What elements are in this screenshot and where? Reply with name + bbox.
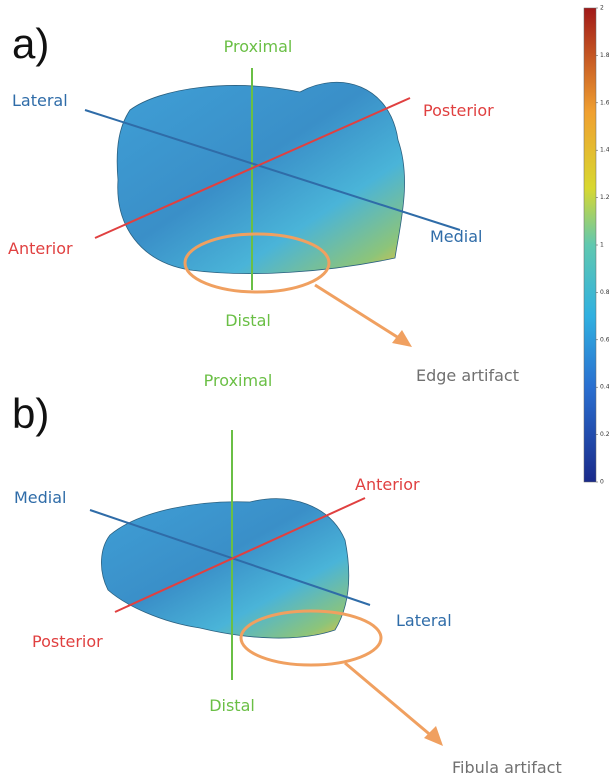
arrow xyxy=(315,285,402,340)
colorbar-tick-label: 0 xyxy=(600,479,604,486)
axis-label: Lateral xyxy=(12,91,68,110)
axis-label: Distal xyxy=(209,696,255,715)
bone-mesh xyxy=(101,499,348,638)
arrow xyxy=(345,663,434,738)
axis-label: Posterior xyxy=(423,101,494,120)
arrow-head xyxy=(424,726,443,746)
axis-label: Medial xyxy=(430,227,483,246)
figure: a) Proximal Distal Lateral Medial Anteri… xyxy=(0,0,609,779)
colorbar-tick-label: 1.6 xyxy=(600,99,609,106)
axis-label: Distal xyxy=(225,311,271,330)
annotation: Edge artifact xyxy=(416,366,519,385)
colorbar-tick-label: 0.4 xyxy=(600,384,609,391)
bone-mesh xyxy=(117,82,404,273)
arrow-head xyxy=(392,330,412,347)
colorbar-tick-label: 2 xyxy=(600,5,604,12)
axis-label: Anterior xyxy=(355,475,420,494)
colorbar-tick-label: 0.2 xyxy=(600,431,609,438)
axis-label: Proximal xyxy=(204,371,273,390)
axis-label: Medial xyxy=(14,488,67,507)
axis-label: Lateral xyxy=(396,611,452,630)
colorbar-tick-label: 0.8 xyxy=(600,289,609,296)
colorbar: 0 0.2 0.4 0.6 0.8 1 1.2 1.4 1.6 1.8 2 xyxy=(584,5,609,486)
annotation: Fibula artifact xyxy=(452,758,562,777)
panel-b: b) Proximal Distal Medial Lateral Poster… xyxy=(12,371,562,777)
colorbar-tick-label: 1 xyxy=(600,242,604,249)
panel-a: a) Proximal Distal Lateral Medial Anteri… xyxy=(8,20,519,385)
panel-label: b) xyxy=(12,390,49,437)
panel-label: a) xyxy=(12,20,49,67)
axis-label: Proximal xyxy=(224,37,293,56)
colorbar-tick-label: 1.8 xyxy=(600,52,609,59)
axis-label: Posterior xyxy=(32,632,103,651)
colorbar-tick-label: 1.2 xyxy=(600,194,609,201)
colorbar-tick-label: 1.4 xyxy=(600,147,609,154)
colorbar-tick-label: 0.6 xyxy=(600,336,609,343)
colorbar-scale xyxy=(584,8,596,482)
axis-label: Anterior xyxy=(8,239,73,258)
